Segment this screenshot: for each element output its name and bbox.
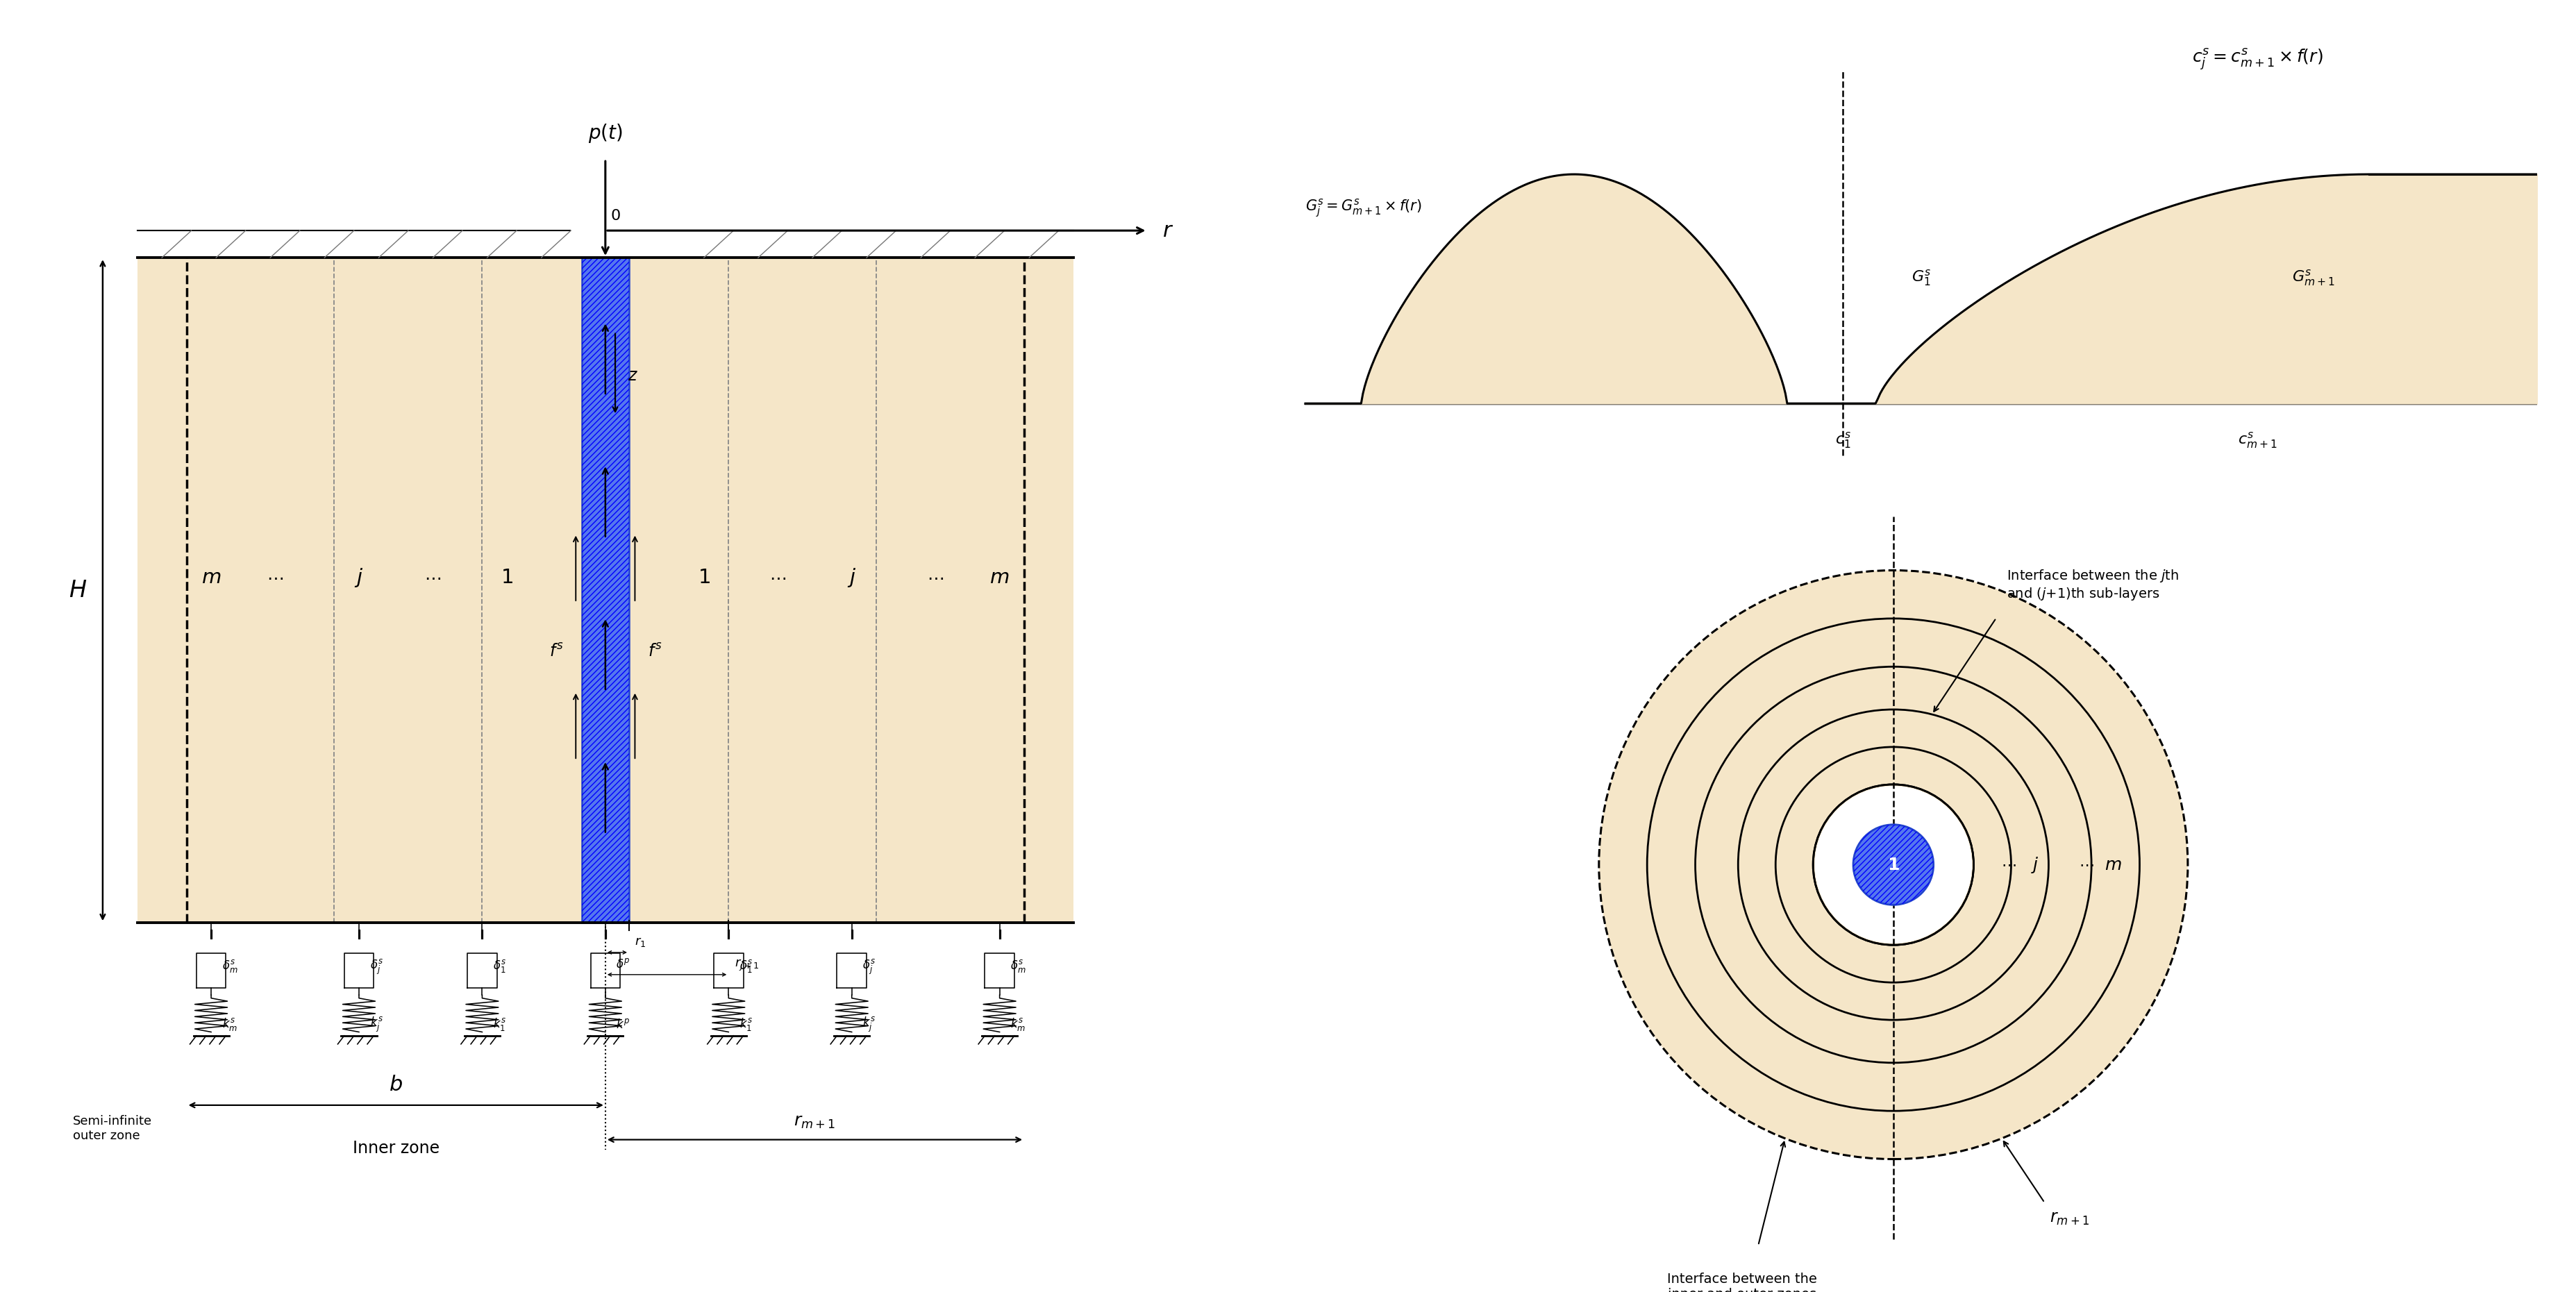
Circle shape <box>1852 824 1935 904</box>
Text: $\delta^p$: $\delta^p$ <box>616 959 631 970</box>
Text: $c^s_{m+1}$: $c^s_{m+1}$ <box>2239 430 2277 450</box>
Text: $r_{j+1}$: $r_{j+1}$ <box>734 959 760 973</box>
Text: $\delta^s_1$: $\delta^s_1$ <box>492 959 507 974</box>
Text: $r$: $r$ <box>1162 221 1175 240</box>
Text: $\delta^s_j$: $\delta^s_j$ <box>863 959 876 977</box>
Text: $H$: $H$ <box>70 579 88 602</box>
Text: $\cdots$: $\cdots$ <box>425 570 440 587</box>
Text: $\cdots$: $\cdots$ <box>268 570 283 587</box>
Text: $\cdots$: $\cdots$ <box>2002 858 2017 872</box>
Text: $r_{m+1}$: $r_{m+1}$ <box>793 1114 835 1130</box>
Text: $\cdots$: $\cdots$ <box>2079 858 2094 872</box>
Text: $c^s_1$: $c^s_1$ <box>1834 430 1852 450</box>
Text: $m$: $m$ <box>2105 857 2123 873</box>
Text: $\delta^s_j$: $\delta^s_j$ <box>371 959 384 977</box>
Bar <box>137 257 1074 922</box>
Text: Interface between the
inner and outer zones: Interface between the inner and outer zo… <box>1667 1273 1816 1292</box>
Text: $G^s_{m+1}$: $G^s_{m+1}$ <box>2293 267 2334 287</box>
Circle shape <box>1739 709 2048 1019</box>
Text: $\delta^s_m$: $\delta^s_m$ <box>222 959 237 974</box>
Circle shape <box>1695 667 2092 1063</box>
Text: $k^s_m$: $k^s_m$ <box>1010 1017 1025 1032</box>
Text: $p(t)$: $p(t)$ <box>587 123 623 145</box>
Text: $z$: $z$ <box>629 368 639 384</box>
Text: $k^s_m$: $k^s_m$ <box>222 1017 237 1032</box>
Text: $r_1$: $r_1$ <box>634 935 647 948</box>
Circle shape <box>1814 786 1973 943</box>
Text: $G^s_j = G^s_{m+1} \times f(r)$: $G^s_j = G^s_{m+1} \times f(r)$ <box>1306 198 1422 220</box>
Circle shape <box>1775 747 2012 982</box>
Text: Interface between the $j$th
and ($j$+1)th sub-layers: Interface between the $j$th and ($j$+1)t… <box>2007 567 2179 602</box>
Text: $0$: $0$ <box>611 209 621 224</box>
Text: $r_{m+1}$: $r_{m+1}$ <box>2050 1211 2089 1227</box>
Text: $b$: $b$ <box>389 1075 402 1094</box>
Text: $\delta^s_m$: $\delta^s_m$ <box>1010 959 1025 974</box>
Bar <box>582 257 629 922</box>
Text: Semi-infinite
outer zone: Semi-infinite outer zone <box>72 1115 152 1142</box>
Circle shape <box>1814 784 1973 944</box>
Text: $j$: $j$ <box>355 567 363 589</box>
Text: $m$: $m$ <box>989 568 1010 588</box>
Text: $k^s_j$: $k^s_j$ <box>863 1016 876 1034</box>
Text: $\delta^s_1$: $\delta^s_1$ <box>739 959 752 974</box>
Text: $m$: $m$ <box>201 568 222 588</box>
Text: $k^s_j$: $k^s_j$ <box>371 1016 384 1034</box>
Circle shape <box>1646 619 2141 1111</box>
Text: $k^s_1$: $k^s_1$ <box>492 1017 505 1032</box>
Circle shape <box>1600 570 2187 1159</box>
Bar <box>582 257 629 922</box>
Text: $1$: $1$ <box>500 568 513 588</box>
Text: $j$: $j$ <box>848 567 855 589</box>
Text: $f^s$: $f^s$ <box>647 643 662 660</box>
Text: $\cdots$: $\cdots$ <box>927 570 943 587</box>
Text: $1$: $1$ <box>698 568 711 588</box>
Text: $G^s_1$: $G^s_1$ <box>1911 267 1932 287</box>
Text: $j$: $j$ <box>2030 855 2040 875</box>
Text: $\cdots$: $\cdots$ <box>770 570 786 587</box>
Text: $f^s$: $f^s$ <box>549 643 564 660</box>
Text: $c^s_j = c^s_{m+1} \times f(r)$: $c^s_j = c^s_{m+1} \times f(r)$ <box>2192 48 2324 72</box>
Text: $k^p$: $k^p$ <box>616 1018 631 1031</box>
Text: 1: 1 <box>1888 857 1899 873</box>
Text: $k^s_1$: $k^s_1$ <box>739 1017 752 1032</box>
Text: Inner zone: Inner zone <box>353 1140 440 1156</box>
